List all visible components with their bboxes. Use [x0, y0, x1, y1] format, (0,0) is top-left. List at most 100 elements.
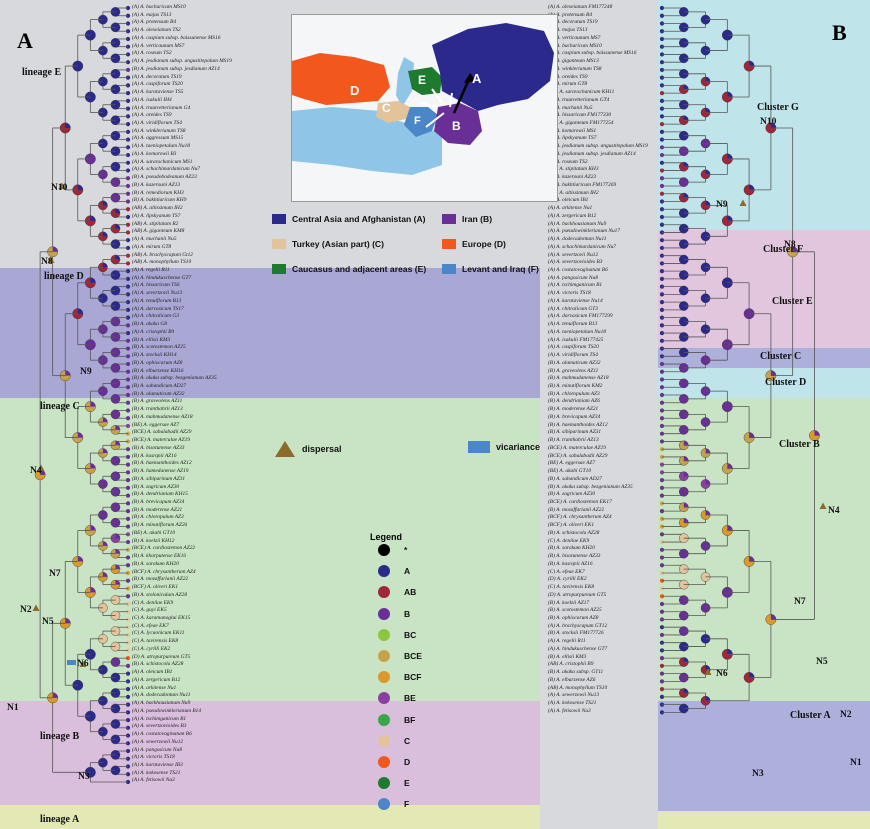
left-node-n5: N5 [42, 617, 54, 627]
legend-row: B [378, 607, 410, 620]
left-tip-labels: (A) A. bucharicum MS10 (A) A. majus TS13(… [132, 4, 287, 785]
swatch-a [272, 214, 286, 224]
right-tip-label: (A) A. trautvetterianum GT4 [548, 96, 610, 103]
dispersal-marker [58, 182, 66, 189]
right-tip-label: (A) A. oleicum IB1 [548, 197, 589, 204]
legend-label: BCF [404, 672, 422, 683]
right-tip-label: (B) A. akaka subsp. bezgenianum AZ35 [548, 483, 633, 490]
area-label-b: Iran (B) [462, 214, 493, 224]
right-tip-label: (B) A. schistocola AZ28 [548, 529, 600, 536]
right-tip-label: (B) A. scotostemon AZ25 [548, 607, 602, 614]
legend-swatch [378, 628, 390, 641]
area-label-c: Turkey (Asian part) (C) [292, 239, 384, 249]
right-tip-label: (BCF) A. chrysantherum AZ4 [548, 514, 612, 521]
dispersal-key: dispersal [274, 440, 342, 458]
left-tip-label: (C) A. efeae EK7 [132, 622, 169, 629]
left-tip-label: (A) A. oleicum IB1 [132, 669, 173, 676]
cluster-g-label: Cluster G [757, 102, 799, 113]
left-tip-label: (A) A. backhousianum Nu9 [132, 700, 191, 707]
legend-label: BF [404, 714, 416, 725]
right-tip-label: (A) A. chitralicum GT3 [548, 305, 598, 312]
left-tip-label: (BCF) A. oliveri EK1 [132, 584, 179, 591]
left-node-pie-slice [77, 432, 83, 438]
left-tip-label: (B) A. chloropulum AZ3 [132, 514, 184, 521]
right-node-pie-slice [683, 440, 689, 446]
legend-row: AB [378, 586, 416, 599]
left-tip-label: (B) A. schistocola AZ28 [132, 661, 184, 668]
left-tip-label: (A) A. severtzovii Nu13 [132, 290, 183, 297]
map-region-b: B [452, 119, 461, 133]
left-node-pie-slice [102, 541, 108, 546]
left-tip-label: (A) A. caspiforum TS20 [132, 81, 183, 88]
right-node-pie-slice [727, 525, 733, 531]
right-tip-label: (B) A. brevicapum AZ34 [548, 413, 601, 420]
left-tip-label: (A) A. protensum B4 [132, 19, 177, 26]
left-node-pie-slice [90, 463, 96, 469]
left-node-pie-slice [115, 549, 121, 554]
right-tip-label: (A) A. arkitense Nu1 [548, 205, 593, 212]
right-tip-label: (A) A. decoratum TS19 [548, 19, 598, 26]
left-node-n6: N6 [77, 659, 89, 669]
left-tip-label: (A) A. karataviense IB3 [132, 761, 183, 768]
right-tip-label: (A) A. oreides TS9 [548, 73, 588, 80]
cluster-d-label: Cluster D [765, 377, 807, 388]
left-tip-label: (B) A. ophiocarum AZ8 [132, 359, 183, 366]
right-tip-label: (A) A. roseum TS2 [548, 158, 588, 165]
left-tip-label: (B) A. alamuticum AZ32 [132, 390, 185, 397]
legend-row: * [378, 544, 407, 556]
map-region-f: F [414, 115, 421, 127]
legend-swatch [378, 671, 390, 684]
right-tip-label: (BE) A. eggersae AZ7 [548, 460, 596, 467]
legend-swatch [378, 544, 390, 556]
legend-label: F [404, 799, 410, 810]
legend-row: BCE [378, 650, 422, 662]
left-tip-label: (BCE) A. sabulabadii AZ29 [132, 429, 192, 436]
legend-row: A [378, 565, 410, 578]
left-tip-label: (B) A. koelzii KH12 [132, 537, 175, 544]
cluster-e-label: Cluster E [772, 296, 813, 307]
lineage-a-label: lineage A [40, 814, 80, 825]
right-tip-label: (B) A. sibiparinum AZ31 [548, 429, 602, 436]
left-tip-label: (A) A. kokosense TS21 [132, 769, 181, 776]
right-tip-label: (AB) A. saravschanicum KH11 [548, 89, 615, 96]
left-tip-label: (A) A. pseudowinklerianum B14 [132, 707, 202, 714]
right-node-pie-slice [727, 153, 733, 159]
lineage-e-label: lineage E [22, 67, 62, 78]
left-tip-label: (BCE) A. cardiostemon AZ22 [132, 545, 196, 552]
right-node-n10: N10 [760, 117, 777, 127]
left-tip-label: (B) A. minutiflorum AZ26 [132, 522, 188, 529]
left-tip-label: (C) A. guyi EK5 [132, 607, 167, 614]
left-tip-label: (B) A. dendrianiam KH15 [132, 491, 188, 498]
lineage-d-label: lineage D [44, 271, 84, 282]
right-tip-label: (AB) A. giganteum FM177254 [548, 120, 614, 127]
left-node-n7: N7 [49, 569, 61, 579]
right-tip-label: (B) A. sabandicum AD27 [548, 475, 603, 482]
right-node-pie-slice [705, 200, 711, 206]
left-tip-label: (A) A. cristophii B9 [132, 328, 175, 335]
left-node-pie-slice [102, 448, 108, 454]
legend-row: E [378, 777, 410, 790]
left-tip-label: (B) A. tranthahrii AZ13 [132, 406, 183, 413]
right-tip-label: (B) A. sarakum KH20 [548, 545, 595, 552]
left-tip-label: (A) A. caspium subsp. baissunense MS16 [132, 34, 221, 41]
right-tip-label: (A) A. muchanii Nu5 [548, 104, 593, 111]
map-region-d: D [350, 83, 360, 98]
left-tip-label: (A) A. karataviense TS5 [132, 89, 184, 96]
right-tip-label: (B) A. chloropulum AZ3 [548, 390, 600, 397]
right-tip-label: (BE) A. akabi GT10 [548, 468, 592, 475]
right-node-n4: N4 [828, 506, 840, 516]
right-node-pie-slice [705, 448, 711, 454]
right-tip-label: (B) A. mahmudanense AZ18 [548, 375, 609, 382]
vicariance-bar-icon [468, 441, 490, 453]
area-key-a: Central Asia and Afghanistan (A) [272, 214, 426, 224]
left-tip-label: (B) A. sabandicum AD27 [132, 382, 187, 389]
right-tip-label: (BCF) A. oliveri EK1 [548, 522, 595, 529]
panel-b-letter: B [832, 20, 847, 45]
left-tip-label: (A) A. zergericum B12 [132, 676, 181, 683]
left-tip-label: (A) A. majus TS13 [132, 11, 172, 18]
left-tip-label: (A) A. decoratum TS19 [132, 73, 182, 80]
left-tip-label: (B) A. akaka G8 [132, 321, 167, 328]
right-tip-label: (AB) A. cristophii B9 [548, 661, 594, 668]
